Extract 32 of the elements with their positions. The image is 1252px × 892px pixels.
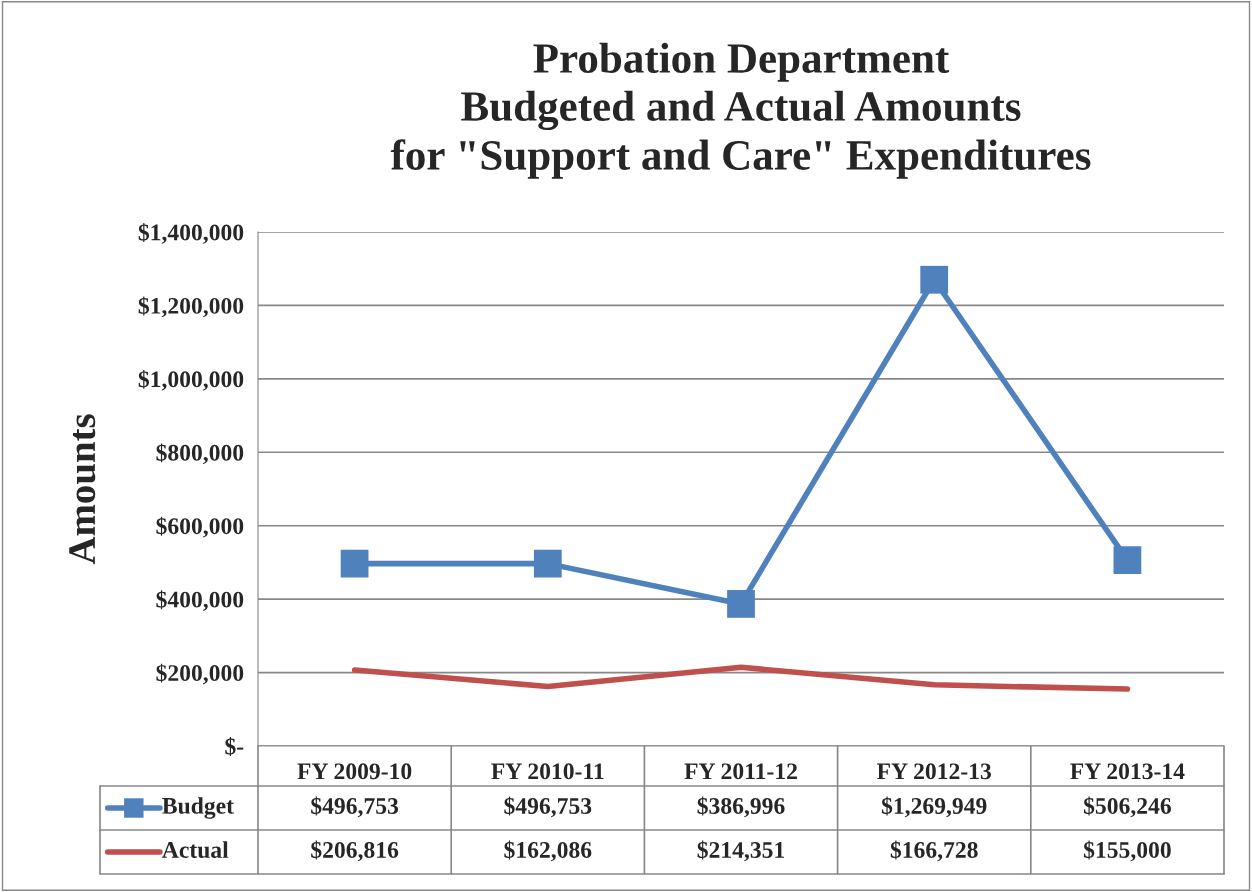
legend-label: Actual bbox=[162, 841, 229, 858]
x-tick-label: FY 2011-12 bbox=[684, 763, 797, 780]
x-tick-label: FY 2013-14 bbox=[1070, 763, 1185, 780]
point bbox=[533, 549, 562, 578]
point bbox=[920, 265, 949, 294]
y-tick-label: $1,400,000 bbox=[138, 223, 244, 244]
legend-label: Budget bbox=[162, 797, 234, 819]
data-label: $1,269,949 bbox=[881, 796, 987, 818]
point bbox=[727, 590, 755, 618]
y-tick-label: $1,000,000 bbox=[138, 369, 244, 391]
chart-title: Probation Department Budgeted and Actual Amounts for "Support and Care" Expenditures bbox=[390, 42, 1091, 179]
data-label: $214,351 bbox=[697, 840, 785, 862]
y-axis-title: Amounts bbox=[69, 414, 96, 565]
x-tick-label: FY 2012-13 bbox=[877, 763, 991, 780]
data-label: $166,728 bbox=[890, 840, 978, 862]
data-label: $162,086 bbox=[504, 840, 592, 862]
data-label: $496,753 bbox=[311, 796, 399, 818]
x-tick-label: FY 2010-11 bbox=[491, 763, 604, 780]
data-label: $206,816 bbox=[311, 840, 399, 862]
y-tick-label: $1,200,000 bbox=[138, 296, 244, 318]
data-label: $506,246 bbox=[1083, 796, 1171, 818]
data-label: $155,000 bbox=[1083, 840, 1171, 862]
y-tick-label: $800,000 bbox=[156, 443, 244, 465]
y-tick-label: $- bbox=[225, 737, 244, 756]
data-label: $386,996 bbox=[697, 796, 785, 818]
y-tick-label: $400,000 bbox=[156, 590, 244, 611]
x-tick-label: FY 2009-10 bbox=[297, 763, 412, 780]
point bbox=[1113, 546, 1142, 575]
y-tick-label: $600,000 bbox=[156, 516, 244, 538]
point bbox=[340, 549, 369, 578]
data-label: $496,753 bbox=[504, 796, 592, 818]
y-tick-label: $200,000 bbox=[156, 663, 244, 685]
